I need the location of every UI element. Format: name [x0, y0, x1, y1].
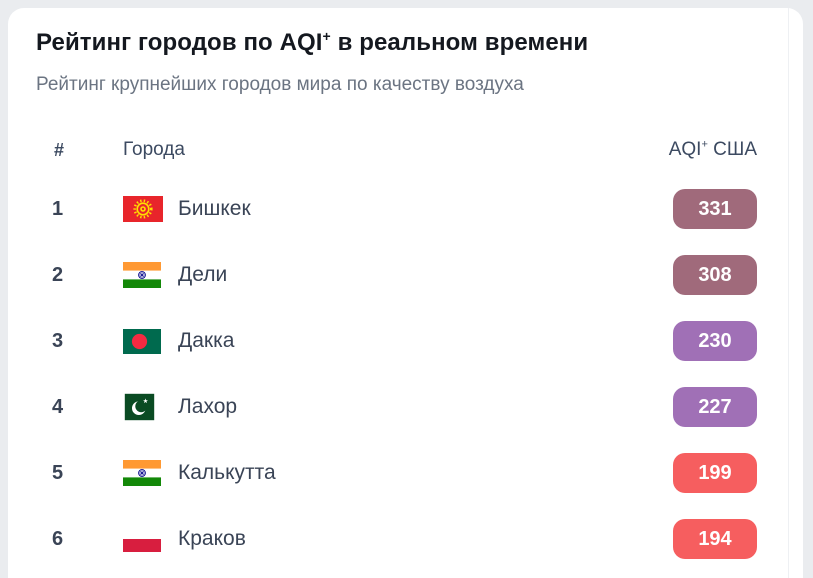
city-row-krakow[interactable]: 6 Краков 194	[36, 506, 757, 572]
city-name: Лахор	[178, 395, 238, 418]
city-cell: Лахор	[123, 392, 673, 422]
aqi-badge: 230	[673, 321, 757, 361]
column-header-city: Города	[123, 139, 185, 160]
page-title-sup: +	[322, 28, 331, 44]
city-name: Краков	[178, 527, 246, 550]
rank-number: 6	[52, 527, 64, 550]
page-title-rest: в реальном времени	[330, 29, 589, 56]
column-header-aqi-text: AQI	[668, 139, 702, 160]
aqi-badge: 199	[673, 453, 757, 493]
city-row-dhaka[interactable]: 3 Дакка 230	[36, 308, 757, 374]
city-row-lahore[interactable]: 4 Лахор 227	[36, 374, 757, 440]
rank-number: 4	[52, 395, 64, 418]
pakistan-flag-icon	[123, 392, 163, 422]
aqi-badge: 227	[673, 387, 757, 427]
city-row-delhi[interactable]: 2	[36, 242, 757, 308]
city-name: Дакка	[178, 329, 235, 352]
bangladesh-flag-icon	[123, 328, 163, 354]
rank-number: 2	[52, 263, 64, 286]
india-flag-icon	[123, 460, 163, 486]
rank-number: 5	[52, 461, 64, 484]
kyrgyzstan-flag-icon	[123, 196, 163, 222]
city-name: Дели	[178, 263, 228, 286]
city-cell: Дакка	[123, 328, 673, 354]
column-header-aqi-sup: +	[701, 138, 708, 151]
india-flag-icon	[123, 262, 163, 288]
aqi-badge: 194	[673, 519, 757, 559]
scrollbar-track[interactable]	[788, 8, 789, 578]
city-cell: Дели	[123, 262, 673, 288]
card-content: Рейтинг городов по AQI+ в реальном време…	[8, 8, 803, 572]
poland-flag-icon	[123, 526, 163, 552]
city-name: Калькутта	[178, 461, 276, 484]
city-cell: Калькутта	[123, 460, 673, 486]
aqi-ranking-card: Рейтинг городов по AQI+ в реальном време…	[8, 8, 803, 578]
aqi-badge: 331	[673, 189, 757, 229]
city-name: Бишкек	[178, 197, 251, 220]
page-title: Рейтинг городов по AQI+ в реальном време…	[36, 26, 757, 60]
rank-number: 1	[52, 197, 64, 220]
column-header-aqi: AQI+ США	[669, 139, 757, 161]
city-row-kolkata[interactable]: 5	[36, 440, 757, 506]
rank-number: 3	[52, 329, 64, 352]
city-cell: Краков	[123, 526, 673, 552]
city-cell: Бишкек	[123, 196, 673, 222]
page-subtitle: Рейтинг крупнейших городов мира по качес…	[36, 74, 524, 95]
page-title-text: Рейтинг городов по AQI	[36, 29, 323, 56]
column-header-aqi-country: США	[707, 139, 757, 160]
aqi-badge: 308	[673, 255, 757, 295]
city-row-bishkek[interactable]: 1 Бишкек 331	[36, 176, 757, 242]
table-header: # Города AQI+ США	[36, 136, 757, 164]
column-header-rank: #	[54, 139, 65, 160]
ranking-rows: 1 Бишкек 331	[36, 176, 757, 572]
